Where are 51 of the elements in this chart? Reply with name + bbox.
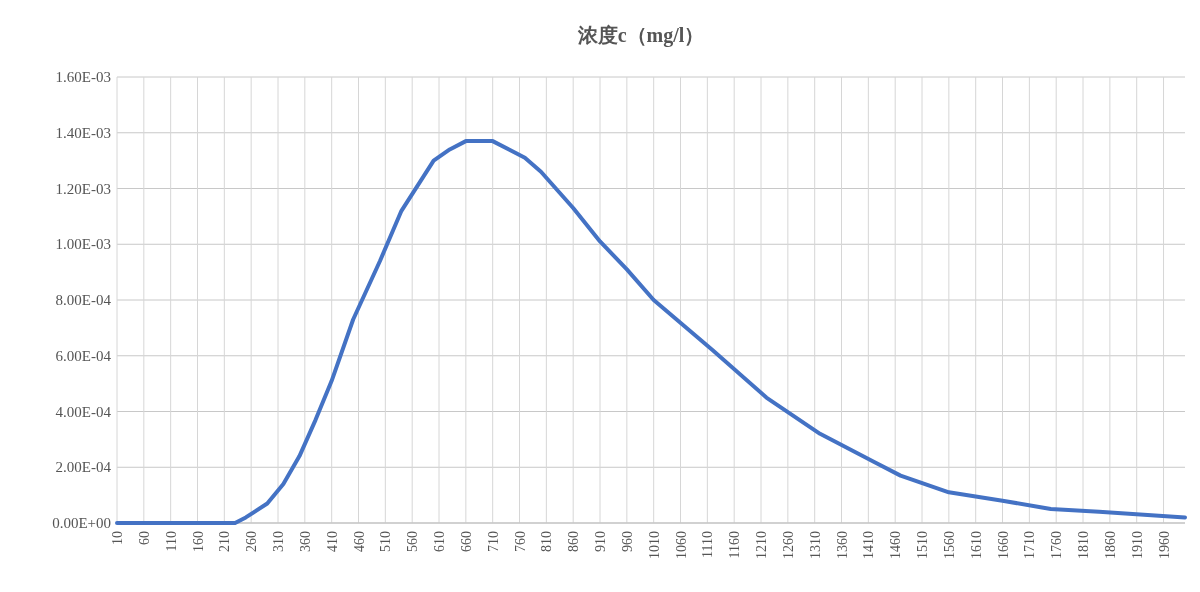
x-tick-label: 760	[512, 531, 528, 552]
chart-title: 浓度c（mg/l）	[576, 24, 705, 47]
x-tick-label: 960	[619, 531, 635, 552]
y-tick-label: 1.00E-03	[55, 236, 111, 253]
x-tick-label: 1360	[834, 531, 850, 559]
y-tick-label: 8.00E-04	[55, 292, 112, 308]
x-tick-label: 1860	[1102, 531, 1118, 559]
x-tick-label: 710	[485, 531, 501, 552]
x-tick-label: 1060	[673, 531, 689, 559]
x-tick-label: 60	[136, 531, 152, 545]
x-tick-label: 360	[297, 531, 313, 552]
y-tick-label: 1.60E-03	[55, 69, 111, 85]
x-tick-label: 510	[378, 531, 394, 552]
x-tick-label: 910	[593, 531, 609, 552]
x-tick-label: 410	[324, 531, 340, 552]
x-tick-label: 1760	[1049, 531, 1065, 559]
x-tick-label: 1010	[646, 531, 662, 559]
x-tick-label: 1210	[754, 531, 770, 559]
x-tick-label: 210	[217, 531, 233, 552]
y-tick-label: 6.00E-04	[55, 347, 112, 364]
x-tick-label: 1810	[1076, 531, 1092, 559]
x-tick-label: 810	[539, 531, 555, 552]
x-tick-label: 860	[566, 531, 582, 552]
y-tick-label: 4.00E-04	[55, 403, 112, 420]
x-tick-label: 660	[458, 531, 474, 552]
x-tick-label: 1310	[807, 531, 823, 559]
x-tick-label: 460	[351, 531, 367, 552]
x-tick-label: 1460	[888, 531, 904, 559]
x-tick-label: 1160	[727, 531, 743, 559]
x-tick-label: 1710	[1022, 531, 1038, 559]
y-tick-label: 2.00E-04	[55, 459, 112, 476]
y-tick-label: 0.00E+00	[52, 515, 111, 531]
x-tick-label: 310	[271, 531, 287, 552]
x-tick-label: 1660	[995, 531, 1011, 559]
x-tick-label: 1110	[700, 531, 716, 558]
y-tick-label: 1.20E-03	[55, 180, 111, 197]
x-tick-label: 1510	[915, 531, 931, 559]
x-tick-label: 10	[110, 531, 125, 545]
x-tick-label: 1610	[968, 531, 984, 559]
x-tick-label: 1910	[1129, 531, 1145, 559]
x-tick-label: 1410	[861, 531, 877, 559]
x-tick-label: 610	[432, 531, 448, 552]
x-tick-label: 1260	[780, 531, 796, 559]
x-tick-label: 1560	[941, 531, 957, 559]
line-series	[115, 139, 1187, 525]
y-tick-label: 1.40E-03	[55, 124, 111, 141]
x-tick-label: 260	[244, 531, 260, 552]
x-tick-label: 560	[405, 531, 421, 552]
x-tick-label: 110	[163, 531, 179, 552]
x-tick-label: 160	[190, 531, 206, 552]
x-tick-label: 1960	[1156, 531, 1172, 559]
